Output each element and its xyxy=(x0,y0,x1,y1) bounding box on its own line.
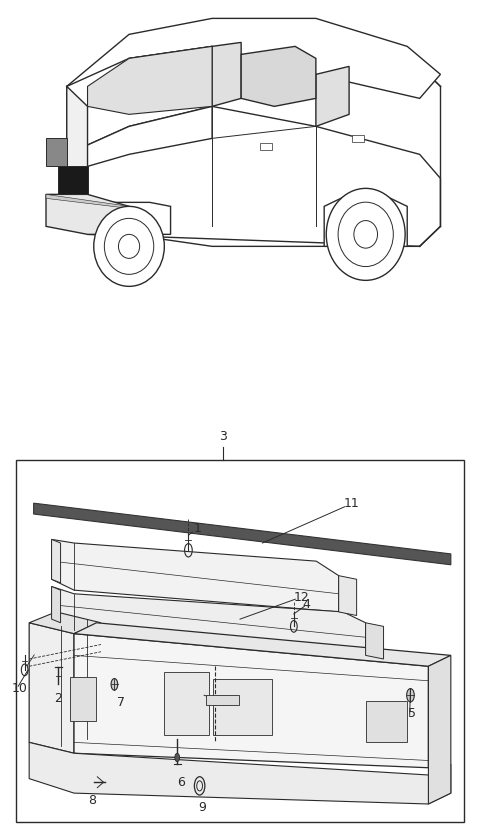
Text: 2: 2 xyxy=(54,692,62,706)
Bar xyxy=(260,143,272,150)
Polygon shape xyxy=(87,46,212,115)
Ellipse shape xyxy=(338,202,393,267)
Circle shape xyxy=(111,679,118,691)
Polygon shape xyxy=(29,742,451,804)
Polygon shape xyxy=(67,86,87,206)
Circle shape xyxy=(175,753,180,762)
Polygon shape xyxy=(51,587,366,655)
Polygon shape xyxy=(46,194,129,234)
Bar xyxy=(206,696,239,705)
Text: 1: 1 xyxy=(193,522,201,535)
Polygon shape xyxy=(67,18,441,106)
Ellipse shape xyxy=(354,221,378,248)
Polygon shape xyxy=(67,46,212,155)
Bar xyxy=(213,679,272,735)
Polygon shape xyxy=(429,655,451,804)
Polygon shape xyxy=(366,623,384,659)
Text: 10: 10 xyxy=(11,681,27,695)
Polygon shape xyxy=(59,166,87,194)
Ellipse shape xyxy=(94,206,164,287)
Polygon shape xyxy=(74,634,429,767)
Text: 4: 4 xyxy=(303,598,311,611)
Ellipse shape xyxy=(326,188,405,280)
Polygon shape xyxy=(46,194,129,208)
Polygon shape xyxy=(51,539,339,612)
Polygon shape xyxy=(51,587,60,623)
Polygon shape xyxy=(67,106,212,166)
Text: 7: 7 xyxy=(117,696,125,709)
Bar xyxy=(164,672,209,735)
Circle shape xyxy=(407,689,414,702)
Text: 3: 3 xyxy=(219,430,227,443)
Polygon shape xyxy=(51,539,60,583)
Polygon shape xyxy=(34,503,451,565)
Polygon shape xyxy=(46,139,67,166)
Bar xyxy=(366,701,407,742)
Polygon shape xyxy=(241,46,316,106)
Polygon shape xyxy=(29,612,101,634)
Bar xyxy=(16,460,464,822)
Text: 11: 11 xyxy=(343,497,359,510)
Polygon shape xyxy=(212,43,241,106)
Text: 9: 9 xyxy=(199,801,206,814)
Polygon shape xyxy=(29,623,74,753)
Polygon shape xyxy=(339,576,357,615)
Polygon shape xyxy=(74,623,451,666)
Text: 12: 12 xyxy=(294,591,310,604)
Polygon shape xyxy=(324,194,407,247)
Polygon shape xyxy=(316,66,349,126)
Text: 8: 8 xyxy=(88,794,96,807)
Text: 5: 5 xyxy=(408,707,416,720)
Polygon shape xyxy=(67,106,441,247)
Polygon shape xyxy=(87,202,170,234)
Bar xyxy=(352,135,364,142)
FancyBboxPatch shape xyxy=(70,677,96,721)
Ellipse shape xyxy=(104,218,154,274)
Text: 6: 6 xyxy=(177,776,185,788)
Ellipse shape xyxy=(119,234,140,258)
